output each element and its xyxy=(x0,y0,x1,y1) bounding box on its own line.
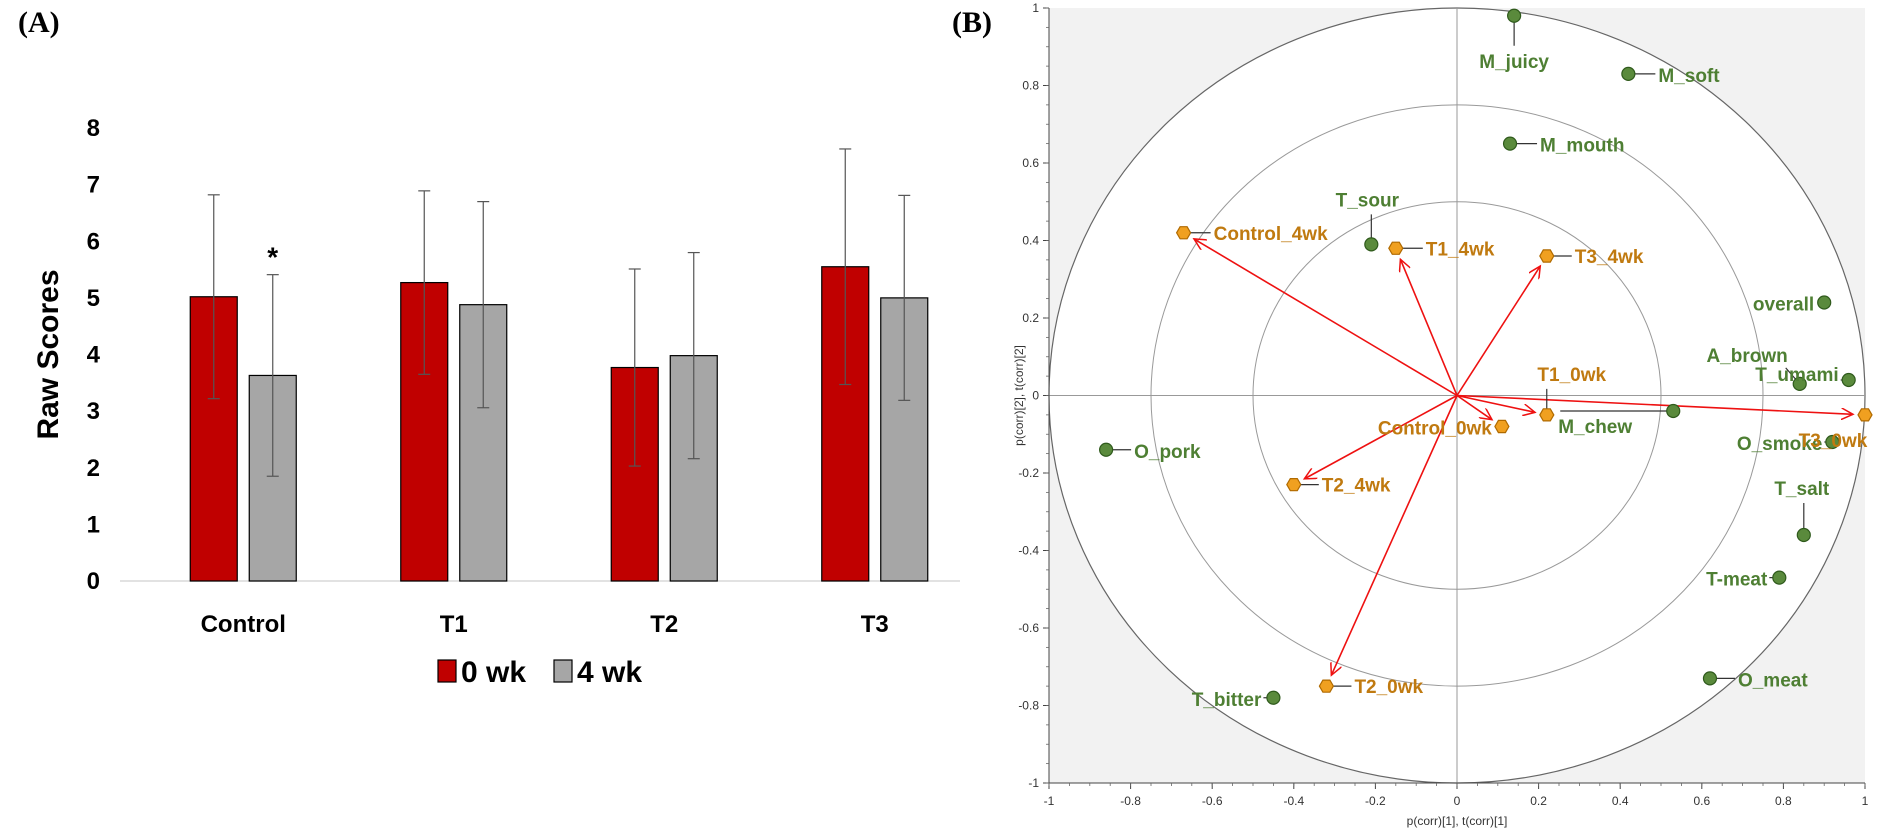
y-tick-label-6: 0.2 xyxy=(1022,311,1039,325)
y-tick-label-5: 5 xyxy=(87,285,100,312)
y-tick-label-2: 2 xyxy=(87,455,100,482)
label-o-pork: O_pork xyxy=(1134,442,1201,463)
point-control-0wk xyxy=(1494,419,1510,434)
label-t-bitter: T_bitter xyxy=(1192,690,1262,711)
x-tick-label-10: 1 xyxy=(1862,794,1869,808)
y-tick-label-3: 3 xyxy=(87,398,100,425)
point-t-bitter xyxy=(1266,690,1281,705)
label-m-chew: M_chew xyxy=(1558,417,1632,438)
x-tick-label-4: -0.2 xyxy=(1365,794,1386,808)
label-o-smoke: O_smoke xyxy=(1737,434,1823,455)
label-t2-4wk: T2_4wk xyxy=(1322,476,1391,497)
point-m-juicy xyxy=(1507,8,1522,23)
label-t-salt: T_salt xyxy=(1774,479,1830,500)
y-tick-label-7: 7 xyxy=(87,172,100,199)
label-t1-0wk: T1_0wk xyxy=(1537,365,1606,386)
y-tick-label-1: -0.8 xyxy=(1018,699,1039,713)
label-m-soft: M_soft xyxy=(1658,66,1720,87)
y-tick-label-1: 1 xyxy=(87,511,100,538)
label-overall: overall xyxy=(1753,295,1814,316)
x-tick-label-t1: T1 xyxy=(440,611,468,638)
x-tick-label-1: -0.8 xyxy=(1120,794,1141,808)
y-tick-label-5: 0 xyxy=(1032,389,1039,403)
y-tick-label-3: -0.4 xyxy=(1018,544,1039,558)
x-tick-label-5: 0 xyxy=(1454,794,1461,808)
point-a-brown xyxy=(1792,376,1807,391)
y-tick-label-4: -0.2 xyxy=(1018,466,1039,480)
point-t-sour xyxy=(1364,237,1379,252)
vector-t1_0wk xyxy=(1456,394,1535,413)
label-t3-4wk: T3_4wk xyxy=(1575,247,1644,268)
vector-t1_4wk xyxy=(1400,259,1458,396)
vector-t2_0wk xyxy=(1331,395,1458,676)
label-control-4wk: Control_4wk xyxy=(1214,224,1328,245)
y-tick-label-8: 8 xyxy=(87,115,100,142)
y-tick-label-2: -0.6 xyxy=(1018,621,1039,635)
x-tick-label-2: -0.6 xyxy=(1202,794,1223,808)
y-axis-title: p(corr)[2], t(corr)[2] xyxy=(1012,345,1026,446)
label-control-0wk: Control_0wk xyxy=(1378,419,1492,440)
legend-label-0: 0 wk xyxy=(461,656,526,689)
y-axis-title: Raw Scores xyxy=(32,269,65,439)
label-t1-4wk: T1_4wk xyxy=(1426,239,1495,260)
y-tick-label-7: 0.4 xyxy=(1022,234,1039,248)
legend-swatch-0 xyxy=(437,659,457,683)
y-tick-label-0: -1 xyxy=(1028,776,1039,790)
label-t-sour: T_sour xyxy=(1336,190,1400,211)
point-t3-4wk xyxy=(1539,249,1555,263)
label-t2-0wk: T2_0wk xyxy=(1354,677,1423,698)
x-tick-label-7: 0.4 xyxy=(1612,794,1629,808)
point-o-meat xyxy=(1702,671,1718,686)
label-t-umami: T_umami xyxy=(1755,365,1838,386)
y-tick-label-10: 1 xyxy=(1032,1,1039,15)
x-tick-label-6: 0.2 xyxy=(1530,794,1547,808)
panel-a-label: (A) xyxy=(18,6,60,39)
label-t3-0wk: T3_0wk xyxy=(1799,431,1868,452)
y-tick-label-6: 6 xyxy=(87,228,100,255)
point-m-mouth xyxy=(1502,136,1518,151)
vector-control_0wk xyxy=(1456,394,1492,420)
legend-label-1: 4 wk xyxy=(577,656,642,689)
point-t1-0wk xyxy=(1539,408,1555,422)
point-t-meat xyxy=(1772,570,1787,585)
bar-chart: 0 1 2 3 4 5 6 7 8 Raw Scores Control T1 T2 T3 * 0 wk 4 w… xyxy=(32,115,960,689)
point-overall xyxy=(1817,295,1832,310)
y-tick-label-9: 0.8 xyxy=(1022,79,1039,93)
x-tick-label-0: -1 xyxy=(1044,794,1055,808)
point-t-salt xyxy=(1796,527,1811,543)
label-a-brown: A_brown xyxy=(1706,346,1787,367)
point-o-pork xyxy=(1099,442,1114,457)
point-control-4wk xyxy=(1175,226,1192,240)
legend-swatch-1 xyxy=(553,659,573,683)
x-tick-label-9: 0.8 xyxy=(1775,794,1792,808)
vector-control_4wk xyxy=(1194,239,1458,397)
panel-b-label: (B) xyxy=(952,6,992,39)
x-tick-label-control: Control xyxy=(201,611,286,638)
point-m-chew xyxy=(1666,403,1681,419)
point-t-umami xyxy=(1841,372,1856,388)
vector-t3_4wk xyxy=(1456,266,1540,396)
x-tick-label-8: 0.6 xyxy=(1693,794,1710,808)
y-tick-label-8: 0.6 xyxy=(1022,156,1039,170)
point-t3-0wk xyxy=(1857,408,1873,422)
vector-t3_0wk xyxy=(1456,394,1853,415)
x-axis-title: p(corr)[1], t(corr)[1] xyxy=(1407,814,1508,828)
point-o-smoke xyxy=(1825,434,1840,450)
label-t-meat: T-meat xyxy=(1706,570,1768,591)
point-t1-4wk xyxy=(1388,241,1404,255)
x-tick-label-t3: T3 xyxy=(861,611,889,638)
vector-t2_4wk xyxy=(1304,394,1458,479)
label-m-mouth: M_mouth xyxy=(1540,136,1624,157)
x-tick-label-3: -0.4 xyxy=(1283,794,1304,808)
x-tick-label-t2: T2 xyxy=(650,611,678,638)
point-m-soft xyxy=(1621,66,1636,81)
y-tick-label-0: 0 xyxy=(87,568,100,595)
significance-marker: * xyxy=(267,242,278,273)
label-m-juicy: M_juicy xyxy=(1479,52,1549,73)
point-t2-4wk xyxy=(1286,478,1302,492)
y-tick-label-4: 4 xyxy=(87,342,101,369)
label-o-meat: O_meat xyxy=(1738,670,1808,691)
point-t2-0wk xyxy=(1318,679,1335,693)
